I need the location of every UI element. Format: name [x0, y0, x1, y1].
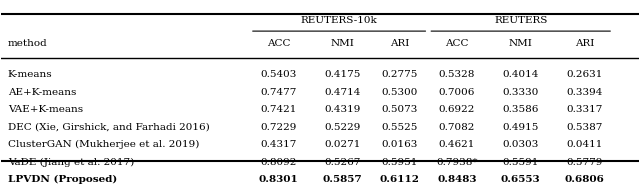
Text: 0.3586: 0.3586	[502, 105, 539, 114]
Text: 0.7421: 0.7421	[260, 105, 297, 114]
Text: 0.6553: 0.6553	[501, 175, 541, 184]
Text: 0.0163: 0.0163	[381, 140, 418, 149]
Text: 0.7477: 0.7477	[260, 88, 297, 97]
Text: 0.5591: 0.5591	[502, 158, 539, 167]
Text: 0.0303: 0.0303	[502, 140, 539, 149]
Text: 0.3394: 0.3394	[566, 88, 603, 97]
Text: 0.4319: 0.4319	[324, 105, 360, 114]
Text: 0.6112: 0.6112	[380, 175, 420, 184]
Text: 0.7082: 0.7082	[439, 123, 475, 132]
Text: ACC: ACC	[267, 39, 291, 48]
Text: method: method	[8, 39, 47, 48]
Text: 0.4317: 0.4317	[260, 140, 297, 149]
Text: 0.5857: 0.5857	[323, 175, 362, 184]
Text: NMI: NMI	[330, 39, 355, 48]
Text: 0.3330: 0.3330	[502, 88, 539, 97]
Text: 0.8483: 0.8483	[437, 175, 477, 184]
Text: 0.4714: 0.4714	[324, 88, 360, 97]
Text: 0.5525: 0.5525	[381, 123, 418, 132]
Text: 0.5779: 0.5779	[566, 158, 603, 167]
Text: NMI: NMI	[509, 39, 532, 48]
Text: 0.4621: 0.4621	[439, 140, 475, 149]
Text: 0.5300: 0.5300	[381, 88, 418, 97]
Text: 0.4175: 0.4175	[324, 70, 360, 79]
Text: ACC: ACC	[445, 39, 468, 48]
Text: 0.5073: 0.5073	[381, 105, 418, 114]
Text: 0.8301: 0.8301	[259, 175, 298, 184]
Text: ARI: ARI	[575, 39, 594, 48]
Text: 0.0271: 0.0271	[324, 140, 360, 149]
Text: REUTERS-10k: REUTERS-10k	[301, 16, 378, 25]
Text: 0.0411: 0.0411	[566, 140, 603, 149]
Text: ARI: ARI	[390, 39, 410, 48]
Text: VaDE (Jiang et al. 2017): VaDE (Jiang et al. 2017)	[8, 158, 134, 167]
Text: 0.4915: 0.4915	[502, 123, 539, 132]
Text: 0.6806: 0.6806	[564, 175, 604, 184]
Text: 0.5267: 0.5267	[324, 158, 360, 167]
Text: 0.6922: 0.6922	[439, 105, 475, 114]
Text: 0.5328: 0.5328	[439, 70, 475, 79]
Text: 0.5951: 0.5951	[381, 158, 418, 167]
Text: 0.3317: 0.3317	[566, 105, 603, 114]
Text: 0.7229: 0.7229	[260, 123, 297, 132]
Text: 0.5403: 0.5403	[260, 70, 297, 79]
Text: ClusterGAN (Mukherjee et al. 2019): ClusterGAN (Mukherjee et al. 2019)	[8, 140, 199, 149]
Text: 0.2775: 0.2775	[381, 70, 418, 79]
Text: REUTERS: REUTERS	[494, 16, 547, 25]
Text: 0.5229: 0.5229	[324, 123, 360, 132]
Text: 0.5387: 0.5387	[566, 123, 603, 132]
Text: LPVDN (Proposed): LPVDN (Proposed)	[8, 175, 117, 184]
Text: 0.8092: 0.8092	[260, 158, 297, 167]
Text: 0.2631: 0.2631	[566, 70, 603, 79]
Text: DEC (Xie, Girshick, and Farhadi 2016): DEC (Xie, Girshick, and Farhadi 2016)	[8, 123, 209, 132]
Text: AE+K-means: AE+K-means	[8, 88, 76, 97]
Text: 0.4014: 0.4014	[502, 70, 539, 79]
Text: VAE+K-means: VAE+K-means	[8, 105, 83, 114]
Text: 0.7938*: 0.7938*	[436, 158, 477, 167]
Text: 0.7006: 0.7006	[439, 88, 475, 97]
Text: K-means: K-means	[8, 70, 52, 79]
